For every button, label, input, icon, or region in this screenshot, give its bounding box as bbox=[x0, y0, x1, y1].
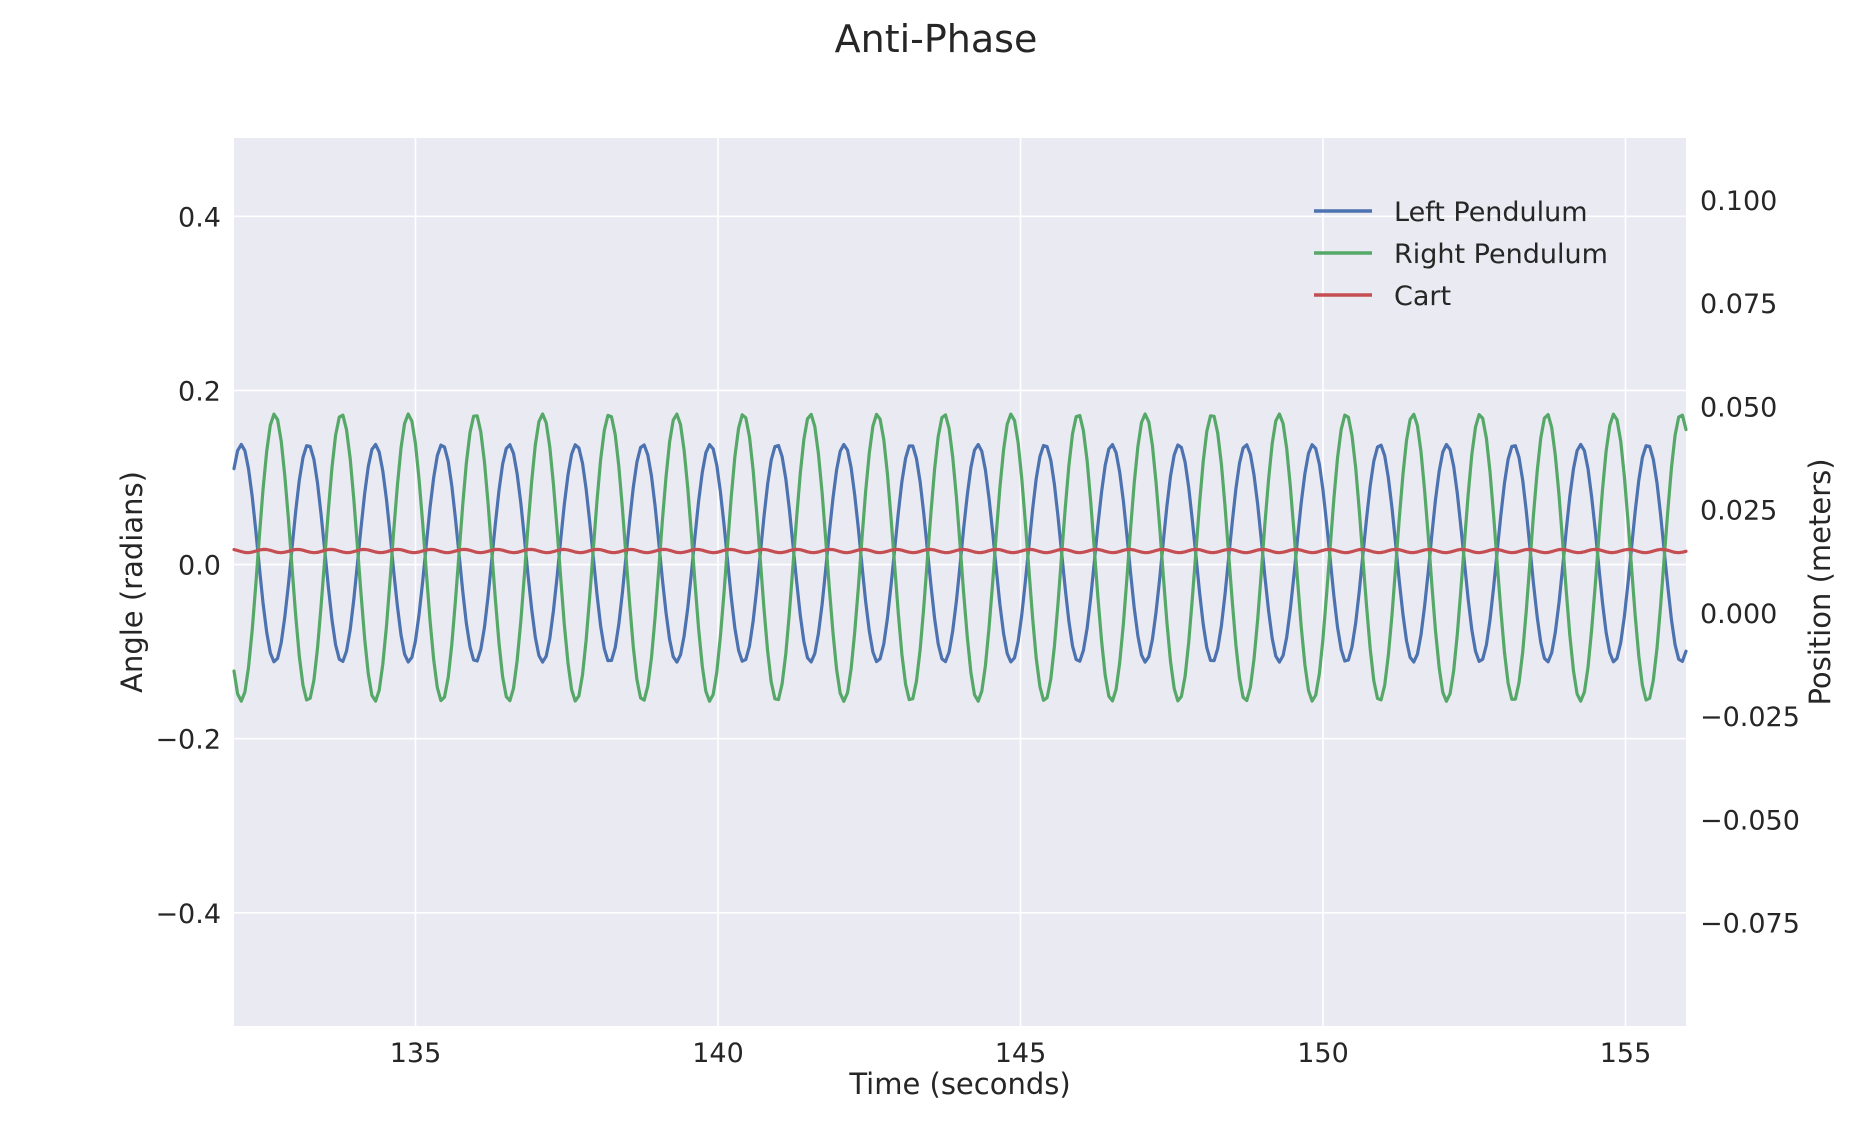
y-left-axis-ticks: 0.4 0.2 0.0 −0.2 −0.4 bbox=[155, 202, 221, 929]
y-left-tick-label: 0.0 bbox=[178, 551, 221, 582]
x-tick-label: 135 bbox=[390, 1038, 442, 1069]
x-tick-label: 145 bbox=[995, 1038, 1047, 1069]
x-tick-label: 150 bbox=[1297, 1038, 1349, 1069]
y-left-tick-label: 0.4 bbox=[178, 202, 221, 233]
y-right-tick-label: −0.050 bbox=[1700, 805, 1800, 836]
x-tick-label: 155 bbox=[1600, 1038, 1652, 1069]
x-axis-label: Time (seconds) bbox=[848, 1067, 1070, 1101]
series-line-left-pendulum bbox=[232, 442, 1688, 664]
legend-label: Cart bbox=[1394, 281, 1451, 312]
y-left-tick-label: −0.2 bbox=[155, 725, 221, 756]
chart-title: Anti-Phase bbox=[835, 17, 1038, 61]
y-right-tick-label: 0.075 bbox=[1700, 289, 1777, 320]
plot-area bbox=[234, 138, 1686, 1026]
grid-lines bbox=[234, 138, 1686, 1026]
y-right-tick-label: −0.025 bbox=[1700, 702, 1800, 733]
series-line-cart bbox=[232, 547, 1688, 555]
y-right-tick-label: −0.075 bbox=[1700, 909, 1800, 940]
y-right-tick-label: 0.000 bbox=[1700, 599, 1777, 630]
legend-label: Left Pendulum bbox=[1394, 197, 1588, 228]
series-line-right-pendulum bbox=[232, 412, 1688, 703]
y-left-tick-label: 0.2 bbox=[178, 376, 221, 407]
y-right-axis-ticks: 0.100 0.075 0.050 0.025 0.000 −0.025 −0.050 −0.… bbox=[1700, 186, 1800, 940]
legend: Left Pendulum Right Pendulum Cart bbox=[1314, 197, 1608, 312]
y-left-tick-label: −0.4 bbox=[155, 899, 221, 930]
y-right-tick-label: 0.025 bbox=[1700, 496, 1777, 527]
y-right-tick-label: 0.050 bbox=[1700, 392, 1777, 423]
y-right-tick-label: 0.100 bbox=[1700, 186, 1777, 217]
legend-label: Right Pendulum bbox=[1394, 239, 1608, 270]
y-left-axis-label: Angle (radians) bbox=[115, 471, 149, 693]
y-right-axis-label: Position (meters) bbox=[1803, 458, 1837, 705]
x-tick-label: 140 bbox=[692, 1038, 744, 1069]
series-lines bbox=[232, 412, 1688, 703]
x-axis-ticks: 135 140 145 150 155 bbox=[390, 1038, 1652, 1069]
